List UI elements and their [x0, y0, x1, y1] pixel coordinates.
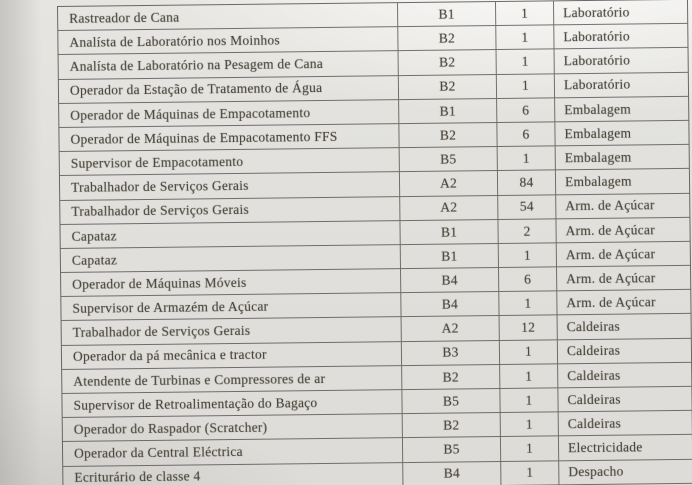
department-cell: Caldeiras [567, 391, 621, 408]
department-cell: Despacho [568, 464, 624, 480]
quantity-cell: 1 [496, 49, 555, 74]
grade-cell: B5 [399, 147, 498, 172]
grade-cell: A2 [400, 195, 499, 220]
department-cell: Embalagem [564, 125, 632, 142]
job-title-cell: Ecriturário de classe 4 [63, 462, 404, 485]
quantity-cell: 6 [497, 98, 556, 122]
department-cell: Embalagem [564, 101, 632, 117]
department-cell: Caldeiras [566, 318, 620, 335]
quantity-cell: 1 [500, 388, 559, 413]
grade-cell: B1 [400, 219, 499, 244]
job-title-cell: Operador da Central Eléctrica [62, 438, 404, 466]
document-table: Rastreador de Cana B1 1 Laboratório Anal… [57, 0, 692, 485]
department-cell: Caldeiras [567, 415, 622, 432]
grade-cell: B1 [399, 98, 498, 124]
quantity-cell: 54 [498, 194, 557, 219]
department-cell: Arm. de Açúcar [566, 294, 656, 311]
grade-cell: B3 [401, 340, 501, 365]
department-cell: Laboratório [563, 52, 631, 69]
grade-cell: B2 [398, 74, 498, 99]
quantity-cell: 1 [501, 460, 560, 485]
grade-cell: B2 [398, 26, 497, 51]
job-title-cell: Capataz [60, 244, 401, 273]
grade-cell: A2 [399, 171, 499, 196]
department-cell: Laboratório [563, 4, 630, 21]
department-cell: Arm. de Açúcar [565, 197, 655, 214]
department-cell: Embalagem [564, 149, 632, 166]
grade-cell: B2 [399, 122, 498, 148]
job-title-cell: Capataz [60, 220, 401, 248]
job-title-cell: Operador da pá mecânica e tractor [61, 341, 403, 369]
job-title-cell: Operador de Máquinas Móveis [61, 269, 402, 297]
job-title-cell: Supervisor de Retroalimentação do Bagaço [62, 390, 403, 418]
quantity-cell: 6 [499, 267, 558, 292]
job-title-cell: Supervisor de Armazém de Açúcar [61, 293, 402, 321]
quantity-cell: 2 [498, 219, 557, 243]
quantity-cell: 1 [499, 339, 559, 364]
job-title-cell: Operador de Máquinas de Empacotamento FF… [59, 124, 400, 152]
quantity-cell: 84 [497, 170, 557, 195]
quantity-cell: 1 [500, 364, 559, 388]
job-title-cell: Rastreador de Cana [58, 3, 399, 31]
quantity-cell: 12 [499, 315, 558, 340]
grade-cell: B1 [400, 243, 499, 269]
grade-cell: A2 [401, 316, 500, 341]
department-cell: Arm. de Açúcar [565, 221, 656, 238]
quantity-cell: 1 [495, 1, 555, 26]
grade-cell: B4 [403, 461, 502, 485]
department-cell: Arm. de Açúcar [566, 270, 656, 287]
job-title-cell: Supervisor de Empacotamento [59, 148, 400, 176]
job-title-cell: Trabalhador de Serviços Gerais [61, 317, 402, 345]
quantity-cell: 1 [500, 436, 560, 461]
quantity-cell: 1 [498, 243, 557, 268]
grade-cell: B5 [402, 437, 502, 462]
quantity-cell: 1 [497, 146, 556, 171]
department-cell: Electricidade [567, 439, 643, 456]
grade-cell: B2 [402, 364, 501, 390]
quantity-cell: 1 [500, 412, 559, 437]
department-cell: Laboratório [563, 28, 630, 45]
quantity-cell: 1 [499, 291, 558, 316]
job-title-cell: Atendente de Turbinas e Compressores de … [62, 365, 403, 393]
job-title-cell: Analísta de Laboratório nos Moinhos [58, 27, 399, 55]
department-cell: Embalagem [564, 173, 632, 190]
grade-cell: B5 [402, 388, 501, 414]
grade-cell: B2 [402, 413, 501, 438]
quantity-cell: 6 [497, 122, 556, 147]
grade-cell: B1 [397, 2, 497, 27]
department-cell: Caldeiras [566, 343, 621, 359]
quantity-cell: 1 [496, 73, 556, 98]
job-title-cell: Operador de Máquinas de Empacotamento [59, 99, 400, 127]
department-cell: Caldeiras [567, 367, 621, 383]
grade-cell: B4 [401, 292, 500, 317]
grade-cell: B4 [401, 268, 500, 293]
job-title-cell: Operador do Raspador (Scratcher) [62, 414, 403, 442]
department-cell: Arm. de Açúcar [565, 245, 656, 262]
job-title-cell: Analísta de Laboratório na Pesagem de Ca… [58, 51, 399, 79]
job-title-cell: Operador da Estação de Tratamento de Águ… [58, 75, 400, 103]
grade-cell: B2 [398, 50, 497, 75]
job-title-cell: Trabalhador de Serviços Gerais [60, 196, 401, 224]
job-title-cell: Trabalhador de Serviços Gerais [59, 172, 401, 200]
quantity-cell: 1 [496, 25, 555, 50]
department-cell: Laboratório [563, 76, 631, 93]
